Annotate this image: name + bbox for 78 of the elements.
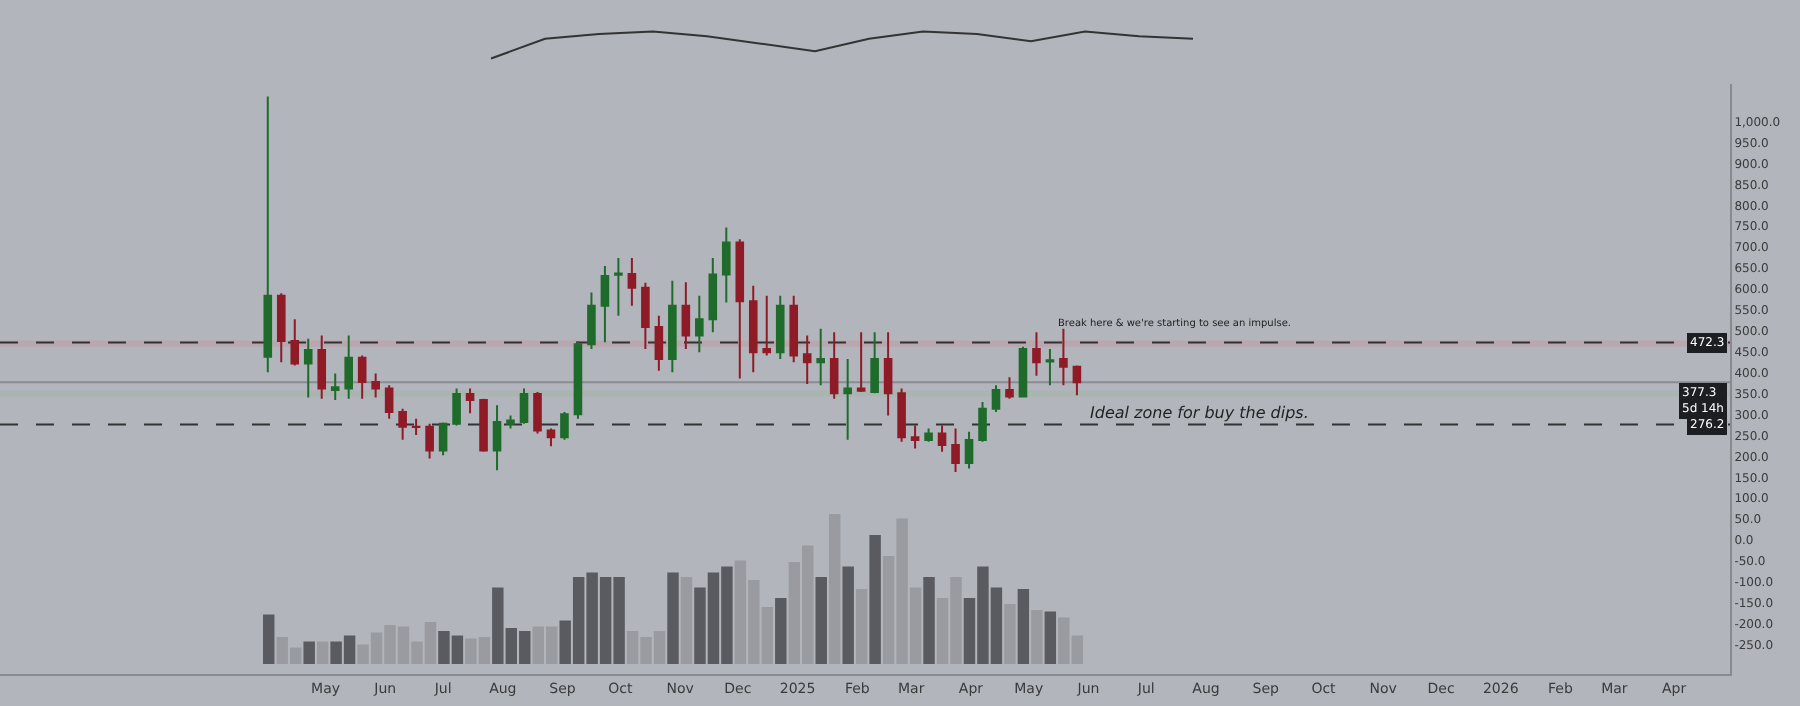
candlestick — [951, 427, 960, 473]
candlestick — [330, 372, 340, 401]
bar — [1017, 589, 1030, 664]
bar — [855, 589, 868, 664]
candlestick — [573, 340, 583, 420]
candlestick — [775, 294, 785, 360]
candlestick — [1032, 331, 1041, 377]
candlestick — [1059, 327, 1068, 387]
candlestick — [735, 238, 745, 380]
candlestick — [721, 226, 731, 304]
candlestick — [600, 265, 610, 344]
candlestick — [614, 257, 623, 317]
bar — [842, 566, 854, 664]
candlestick — [303, 337, 313, 399]
candlestick — [964, 430, 974, 470]
bar — [1004, 604, 1016, 664]
candlestick — [452, 387, 461, 427]
candlestick — [978, 401, 987, 443]
bar — [1044, 611, 1057, 664]
candlestick — [425, 422, 434, 460]
candlestick — [384, 384, 394, 420]
candlestick — [357, 354, 367, 400]
bar — [303, 641, 315, 664]
bar — [923, 577, 935, 664]
candlestick — [802, 334, 812, 386]
candlestick — [654, 314, 664, 372]
candlestick — [762, 294, 772, 357]
candlestick — [263, 95, 273, 374]
bar — [667, 572, 679, 664]
candlestick — [1005, 376, 1014, 400]
candlestick — [641, 281, 650, 350]
candlestick — [1072, 364, 1082, 397]
candlestick — [411, 417, 421, 437]
candlestick — [924, 427, 933, 443]
candlestick — [546, 427, 556, 448]
candlestick — [438, 421, 448, 457]
candlestick — [937, 424, 947, 453]
bar — [316, 641, 329, 664]
candlestick — [856, 331, 866, 393]
candlestick — [519, 387, 529, 425]
candlestick — [789, 294, 799, 364]
candlestick — [533, 390, 542, 435]
annotation: Ideal zone for buy the dips. — [1090, 404, 1309, 422]
candlestick — [276, 292, 286, 364]
candlestick — [681, 281, 691, 350]
candlestick — [748, 284, 758, 374]
candlestick — [870, 331, 879, 395]
bar — [775, 598, 787, 664]
candlestick — [506, 414, 515, 430]
candlestick — [1018, 345, 1028, 399]
bar — [680, 577, 693, 664]
candlestick — [587, 291, 596, 350]
bar — [869, 535, 881, 664]
candlestick — [398, 407, 407, 441]
candlestick — [492, 404, 502, 472]
candlestick — [1045, 347, 1055, 387]
candlestick — [290, 318, 300, 367]
candlestick — [317, 334, 327, 400]
candlestick — [560, 411, 569, 441]
bar — [1031, 610, 1043, 664]
candlestick — [883, 331, 893, 417]
candlestick — [708, 257, 718, 334]
candlestick — [465, 387, 475, 415]
candlestick — [371, 372, 380, 399]
candlestick — [843, 357, 852, 441]
candlestick — [829, 331, 839, 400]
bar — [828, 514, 841, 664]
candlestick — [479, 397, 488, 453]
candlestick — [897, 387, 906, 443]
candlestick — [816, 327, 825, 387]
candlestick — [695, 294, 704, 354]
candlestick — [627, 257, 637, 307]
bar — [815, 577, 827, 664]
candlestick — [344, 334, 353, 400]
candlestick — [991, 384, 1001, 414]
candlestick — [910, 424, 920, 450]
bar — [263, 614, 275, 664]
candlestick — [668, 279, 677, 374]
